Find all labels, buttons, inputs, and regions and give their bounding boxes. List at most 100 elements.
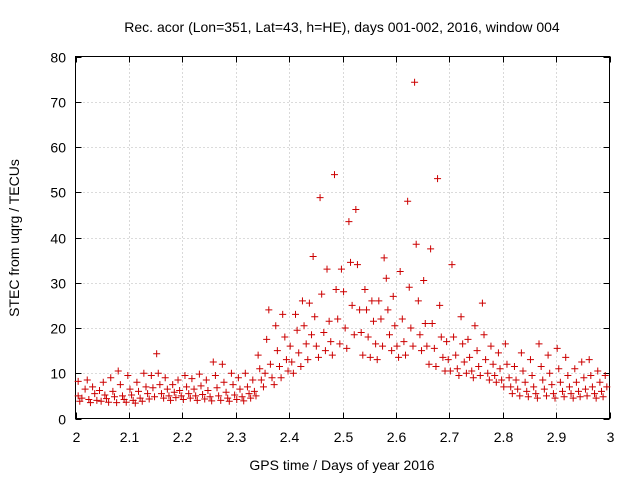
- data-point: [126, 385, 134, 393]
- data-point: [353, 261, 361, 269]
- data-point: [540, 385, 548, 393]
- data-point: [491, 372, 499, 380]
- data-point: [122, 398, 130, 406]
- y-tick-label: 10: [50, 366, 66, 382]
- data-point: [482, 356, 490, 364]
- data-point: [375, 297, 383, 305]
- data-point: [542, 392, 550, 400]
- data-point: [363, 306, 371, 314]
- data-point: [224, 394, 232, 402]
- data-point: [316, 194, 324, 202]
- data-point: [320, 329, 328, 337]
- data-point: [268, 374, 276, 382]
- data-point: [78, 394, 86, 402]
- x-tick-label: 2.9: [547, 429, 567, 445]
- x-axis-title: GPS time / Days of year 2016: [249, 457, 434, 473]
- data-point: [526, 356, 534, 364]
- data-point: [521, 378, 529, 386]
- data-point: [156, 381, 164, 389]
- data-point: [165, 392, 173, 400]
- data-point: [452, 351, 460, 359]
- data-point: [170, 388, 178, 396]
- data-point: [186, 394, 194, 402]
- data-point: [236, 385, 244, 393]
- data-point: [492, 378, 500, 386]
- data-point: [418, 347, 426, 355]
- x-tick-label: 2.1: [120, 429, 140, 445]
- x-tick-labels: 2 2.1 2.2 2.3 2.4 2.5 2.6 2.7 2.8 2.9 3: [73, 429, 615, 445]
- data-point: [302, 340, 310, 348]
- data-point: [172, 394, 180, 402]
- data-point: [118, 392, 126, 400]
- data-point: [379, 342, 387, 350]
- data-point: [423, 342, 431, 350]
- data-point: [300, 322, 308, 330]
- data-point: [427, 245, 435, 253]
- data-point: [85, 395, 93, 403]
- data-point: [281, 333, 289, 341]
- data-points: [74, 78, 611, 407]
- data-point: [455, 372, 463, 380]
- data-point: [284, 367, 292, 375]
- x-tick-label: 2.6: [387, 429, 407, 445]
- data-point: [359, 351, 367, 359]
- data-point: [238, 393, 246, 401]
- data-point: [388, 347, 396, 355]
- data-point: [309, 253, 317, 261]
- data-point: [97, 397, 105, 405]
- data-point: [312, 342, 320, 350]
- data-point: [154, 369, 162, 377]
- data-point: [436, 301, 444, 309]
- data-point: [384, 306, 392, 314]
- data-point: [539, 376, 547, 384]
- data-point: [430, 344, 438, 352]
- data-point: [145, 395, 153, 403]
- data-point: [443, 338, 451, 346]
- x-tick-label: 2.3: [227, 429, 247, 445]
- data-point: [385, 331, 393, 339]
- data-point: [128, 391, 136, 399]
- data-point: [594, 367, 602, 375]
- data-point: [167, 396, 175, 404]
- data-point: [580, 374, 588, 382]
- data-point: [487, 342, 495, 350]
- data-point: [247, 394, 255, 402]
- data-point: [588, 383, 596, 391]
- data-point: [140, 369, 148, 377]
- x-tick-label: 3: [607, 429, 615, 445]
- data-point: [279, 310, 287, 318]
- y-tick-label: 40: [50, 231, 66, 247]
- data-point: [241, 369, 249, 377]
- data-point: [133, 378, 141, 386]
- data-point: [514, 385, 522, 393]
- data-point: [332, 286, 340, 294]
- data-point: [240, 397, 248, 405]
- data-point: [453, 365, 461, 373]
- data-point: [272, 322, 280, 330]
- data-point: [471, 322, 479, 330]
- data-point: [382, 274, 390, 282]
- data-point: [398, 315, 406, 323]
- data-point: [201, 395, 209, 403]
- data-point: [459, 340, 467, 348]
- data-point: [293, 326, 301, 334]
- data-point: [192, 392, 200, 400]
- data-point: [468, 367, 476, 375]
- data-point: [206, 393, 214, 401]
- data-point: [507, 383, 515, 391]
- data-point: [135, 387, 143, 395]
- data-point: [503, 360, 511, 368]
- data-point: [109, 387, 117, 395]
- data-point: [556, 378, 564, 386]
- data-point: [587, 372, 595, 380]
- data-point: [414, 297, 422, 305]
- axis-ticks: [75, 56, 611, 420]
- data-point: [489, 360, 497, 368]
- data-point: [318, 290, 326, 298]
- data-point: [311, 313, 319, 321]
- data-point: [583, 392, 591, 400]
- data-point: [114, 367, 122, 375]
- data-point: [475, 362, 483, 370]
- data-point: [567, 390, 575, 398]
- data-point: [519, 367, 527, 375]
